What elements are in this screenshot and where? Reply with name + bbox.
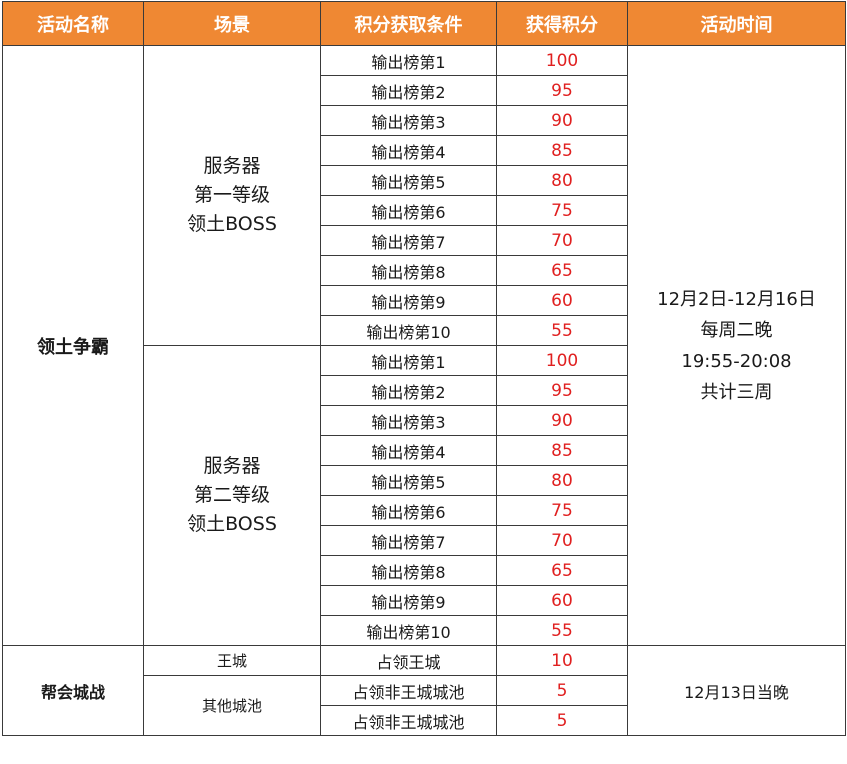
time-line: 19:55-20:08 <box>681 350 792 372</box>
condition-cell: 输出榜第5 <box>320 165 497 196</box>
table-row: 输出榜第8 65 <box>3 255 846 286</box>
condition-cell: 输出榜第5 <box>320 465 497 496</box>
table-row: 输出榜第8 65 <box>3 555 846 586</box>
condition-cell: 占领非王城城池 <box>320 705 497 736</box>
condition-cell: 输出榜第1 <box>320 345 497 376</box>
points-cell: 75 <box>496 495 628 526</box>
table-row: 输出榜第10 55 <box>3 315 846 346</box>
points-cell: 75 <box>496 195 628 226</box>
condition-cell: 输出榜第4 <box>320 135 497 166</box>
condition-cell: 输出榜第3 <box>320 405 497 436</box>
condition-cell: 输出榜第3 <box>320 105 497 136</box>
time-line: 12月2日-12月16日 <box>657 288 816 310</box>
condition-cell: 占领王城 <box>320 645 497 676</box>
table-row: 输出榜第9 60 <box>3 585 846 616</box>
header-condition: 积分获取条件 <box>320 1 497 46</box>
table-row: 输出榜第2 95 <box>3 75 846 106</box>
points-cell: 100 <box>496 45 628 76</box>
table-row: 输出榜第4 85 <box>3 435 846 466</box>
table-row: 输出榜第3 90 <box>3 105 846 136</box>
scene-cell: 其他城池 <box>143 675 321 736</box>
activity-time-cell: 12月2日-12月16日 每周二晚 19:55-20:08 共计三周 <box>627 45 846 646</box>
points-cell: 85 <box>496 135 628 166</box>
time-line: 共计三周 <box>700 381 773 403</box>
table-row: 帮会城战 王城 占领王城 10 12月13日当晚 <box>2 645 846 736</box>
points-cell: 5 <box>496 675 628 706</box>
points-cell: 85 <box>496 435 628 466</box>
table-row: 输出榜第6 75 <box>3 195 846 226</box>
points-cell: 65 <box>496 555 628 586</box>
scene-name-line: 第一等级 <box>193 184 270 206</box>
activity-points-table: 活动名称 场景 积分获取条件 获得积分 活动时间 领土争霸 服务器 第一等级 领土BO… <box>2 1 846 736</box>
table-row: 输出榜第7 70 <box>3 225 846 256</box>
points-cell: 70 <box>496 225 628 256</box>
condition-cell: 输出榜第2 <box>320 375 497 406</box>
points-cell: 5 <box>496 705 628 736</box>
activity-name-cell: 帮会城战 <box>2 645 144 736</box>
scene-name-line: 领土BOSS <box>187 213 277 235</box>
header-row: 活动名称 场景 积分获取条件 获得积分 活动时间 <box>2 1 846 46</box>
condition-cell: 输出榜第10 <box>320 615 497 646</box>
scene-cell: 王城 <box>143 645 321 676</box>
table-row: 服务器 第二等级 领土BOSS 输出榜第1 100 <box>3 345 846 646</box>
table-row: 输出榜第2 95 <box>3 375 846 406</box>
condition-cell: 输出榜第8 <box>320 255 497 286</box>
points-cell: 65 <box>496 255 628 286</box>
condition-cell: 输出榜第9 <box>320 585 497 616</box>
condition-cell: 输出榜第10 <box>320 315 497 346</box>
header-points: 获得积分 <box>496 1 628 46</box>
time-line: 每周二晚 <box>700 319 773 341</box>
scene-name-line: 领土BOSS <box>187 513 277 535</box>
activity-name-cell: 领土争霸 <box>2 45 144 646</box>
points-cell: 90 <box>496 405 628 436</box>
condition-cell: 输出榜第9 <box>320 285 497 316</box>
condition-cell: 输出榜第8 <box>320 555 497 586</box>
table-row: 输出榜第5 80 <box>3 465 846 496</box>
table-row: 输出榜第10 55 <box>3 615 846 646</box>
points-cell: 95 <box>496 75 628 106</box>
header-time: 活动时间 <box>627 1 846 46</box>
scene-cell: 服务器第一等级领土BOSS <box>143 45 321 346</box>
condition-cell: 输出榜第7 <box>320 525 497 556</box>
table-row: 输出榜第9 60 <box>3 285 846 316</box>
points-cell: 80 <box>496 165 628 196</box>
scene-name-line: 服务器 <box>203 455 261 477</box>
table-body: 领土争霸 服务器 第一等级 领土BOSS 输出榜第1 100 12月2日-12月16日 每周二… <box>2 45 846 736</box>
scene-name-line: 服务器 <box>203 155 261 177</box>
condition-cell: 输出榜第6 <box>320 495 497 526</box>
table-row: 输出榜第5 80 <box>3 165 846 196</box>
condition-cell: 输出榜第1 <box>320 45 497 76</box>
points-cell: 60 <box>496 285 628 316</box>
scene-cell: 服务器第二等级领土BOSS <box>143 345 321 646</box>
condition-cell: 占领非王城城池 <box>320 675 497 706</box>
points-cell: 10 <box>496 645 628 676</box>
condition-cell: 输出榜第2 <box>320 75 497 106</box>
condition-cell: 输出榜第6 <box>320 195 497 226</box>
condition-cell: 输出榜第7 <box>320 225 497 256</box>
points-cell: 55 <box>496 315 628 346</box>
table-row: 输出榜第6 75 <box>3 495 846 526</box>
table-row: 输出榜第7 70 <box>3 525 846 556</box>
table-row: 领土争霸 服务器 第一等级 领土BOSS 输出榜第1 100 12月2日-12月16日 每周二… <box>2 45 846 646</box>
header-activity-name: 活动名称 <box>2 1 144 46</box>
points-cell: 95 <box>496 375 628 406</box>
condition-cell: 输出榜第4 <box>320 435 497 466</box>
points-cell: 90 <box>496 105 628 136</box>
activity-time-cell: 12月13日当晚 <box>627 645 846 736</box>
table-row: 其他城池 占领非王城城池 5 <box>3 675 846 736</box>
points-cell: 80 <box>496 465 628 496</box>
table-row: 占领非王城城池 5 <box>3 705 846 736</box>
points-cell: 60 <box>496 585 628 616</box>
header-scene: 场景 <box>143 1 321 46</box>
points-cell: 55 <box>496 615 628 646</box>
points-cell: 70 <box>496 525 628 556</box>
table-row: 输出榜第4 85 <box>3 135 846 166</box>
points-cell: 100 <box>496 345 628 376</box>
scene-name-line: 第二等级 <box>193 484 270 506</box>
